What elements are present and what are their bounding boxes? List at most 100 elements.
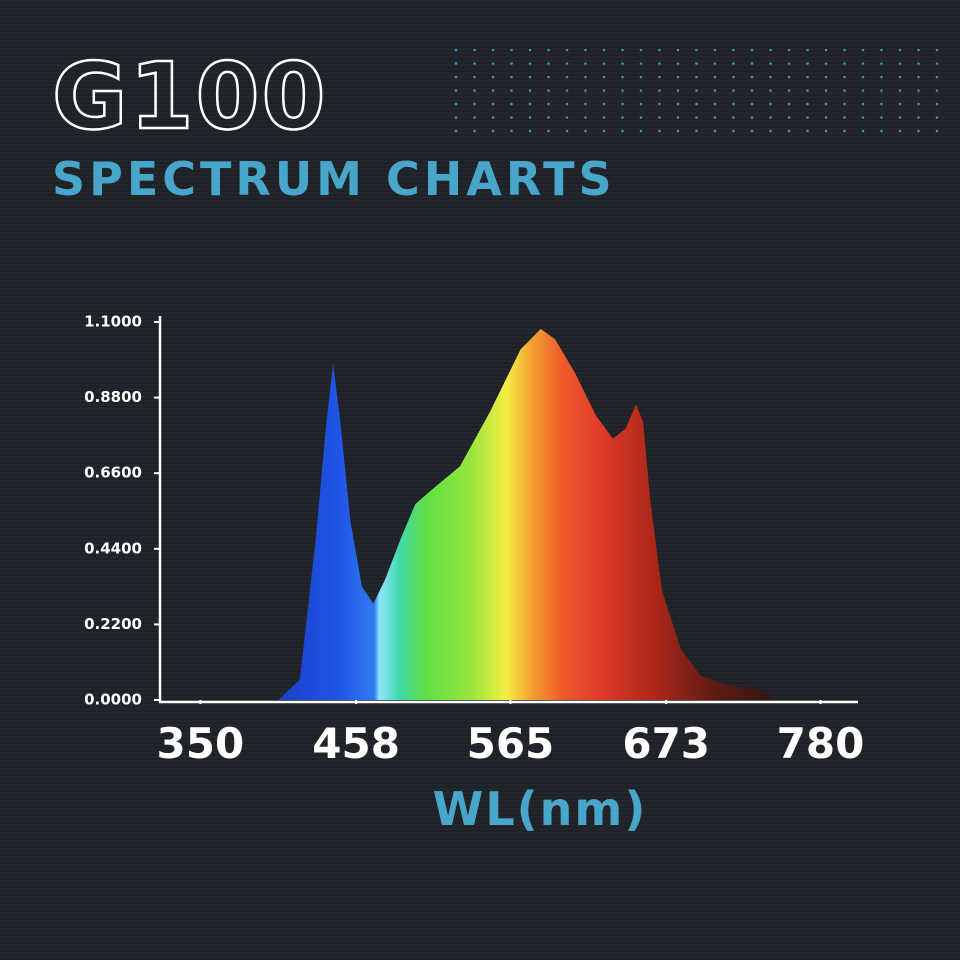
dot [732, 75, 735, 79]
dot [491, 116, 495, 119]
dot [695, 75, 698, 79]
dot [658, 62, 661, 65]
dot [584, 62, 587, 65]
dot [787, 102, 791, 106]
dot [528, 62, 532, 65]
dot [695, 89, 698, 92]
dot [880, 48, 883, 52]
dot [824, 116, 828, 119]
dot [621, 75, 624, 79]
dot [584, 129, 587, 133]
dot [898, 48, 902, 52]
x-tick-label: 458 [312, 719, 400, 768]
dot [750, 62, 754, 65]
dot [528, 116, 532, 119]
dot [602, 62, 606, 65]
dot [454, 129, 458, 133]
dot [806, 48, 809, 52]
dot [602, 129, 606, 133]
dot [824, 129, 828, 133]
dot [861, 102, 865, 106]
dot [750, 89, 754, 92]
dot [769, 48, 772, 52]
dot [787, 89, 791, 92]
dot [861, 48, 865, 52]
dot-grid [454, 48, 939, 133]
dot [824, 102, 828, 106]
dot [806, 75, 809, 79]
dot [843, 116, 846, 119]
dot [565, 129, 569, 133]
dot [676, 48, 680, 52]
dot [676, 62, 680, 65]
dot [510, 116, 513, 119]
dot [769, 89, 772, 92]
dot [861, 116, 865, 119]
dot [713, 129, 717, 133]
dot [917, 116, 920, 119]
dot [454, 116, 458, 119]
dot [732, 129, 735, 133]
dot [880, 102, 883, 106]
dot [658, 129, 661, 133]
dot [547, 48, 550, 52]
dot [491, 48, 495, 52]
dot [917, 62, 920, 65]
dot [713, 48, 717, 52]
dot [584, 48, 587, 52]
spectrum-area [278, 328, 776, 700]
dot [547, 129, 550, 133]
dot [602, 75, 606, 79]
dot [806, 116, 809, 119]
dot [806, 62, 809, 65]
dot [510, 75, 513, 79]
dot [473, 62, 476, 65]
dot [621, 102, 624, 106]
dot [935, 48, 939, 52]
dot [584, 89, 587, 92]
dot [769, 116, 772, 119]
dot [639, 102, 643, 106]
dot [769, 102, 772, 106]
dot [861, 75, 865, 79]
y-tick-label: 0.0000 [84, 691, 142, 709]
dot [473, 129, 476, 133]
dot [713, 116, 717, 119]
dot [602, 116, 606, 119]
dot [787, 129, 791, 133]
dot [806, 129, 809, 133]
dot [510, 89, 513, 92]
dot [769, 75, 772, 79]
y-tick-label: 0.8800 [84, 388, 142, 406]
dot [676, 75, 680, 79]
dot [473, 48, 476, 52]
dot [787, 116, 791, 119]
dot [658, 89, 661, 92]
dot [658, 48, 661, 52]
dot [528, 75, 532, 79]
dot [713, 89, 717, 92]
dot [787, 62, 791, 65]
dot [917, 75, 920, 79]
dot [565, 89, 569, 92]
dot [621, 129, 624, 133]
dot [898, 129, 902, 133]
dot [676, 129, 680, 133]
dot [676, 89, 680, 92]
dot [861, 89, 865, 92]
x-axis-label: WL(nm) [433, 782, 648, 836]
dot [473, 89, 476, 92]
dot [806, 89, 809, 92]
dot [713, 102, 717, 106]
dot [565, 116, 569, 119]
dot [639, 62, 643, 65]
dot [824, 62, 828, 65]
dot [454, 62, 458, 65]
dot [824, 75, 828, 79]
dot [621, 62, 624, 65]
y-tick-label: 0.6600 [84, 464, 142, 482]
dot [750, 102, 754, 106]
dot [935, 102, 939, 106]
